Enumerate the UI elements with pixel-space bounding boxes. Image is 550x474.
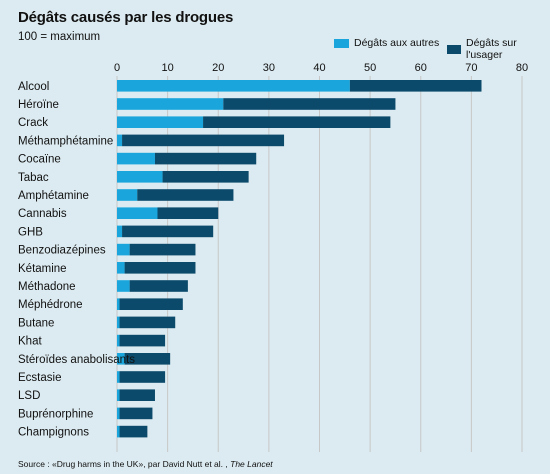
bar-user xyxy=(119,425,148,438)
bar-user xyxy=(119,298,183,310)
bar-others xyxy=(117,316,120,329)
bar-others xyxy=(117,171,163,183)
x-tick-label-50: 50 xyxy=(364,62,376,74)
category-label: Stéroïdes anabolisants xyxy=(18,354,135,366)
bar-user xyxy=(349,80,482,92)
bar-others xyxy=(117,134,123,147)
category-label: Héroïne xyxy=(18,99,59,111)
category-label: Méphédrone xyxy=(18,299,83,311)
bar-user xyxy=(119,316,176,329)
x-tick-label-30: 30 xyxy=(263,62,275,74)
bar-user xyxy=(122,225,214,238)
bar-others xyxy=(117,189,138,201)
bar-others xyxy=(117,371,120,383)
category-label: Benzodiazépines xyxy=(18,245,106,257)
bar-others xyxy=(117,116,204,128)
bar-others xyxy=(117,389,120,401)
x-tick-label-70: 70 xyxy=(465,62,477,74)
category-label: Ecstasie xyxy=(18,372,61,384)
legend-item-user: Dégâts sur l'usager xyxy=(447,37,550,61)
x-tick-label-0: 0 xyxy=(114,62,120,74)
bar-others xyxy=(117,152,155,165)
category-labels: Alcool Héroïne Crack Méthamphétamine Cocaïne… xyxy=(18,81,135,439)
bar-others xyxy=(117,407,120,420)
bar-user xyxy=(124,262,196,274)
bars xyxy=(117,80,482,438)
x-axis-ticks: 0 10 20 30 40 50 60 70 80 xyxy=(114,62,528,74)
x-tick-label-80: 80 xyxy=(516,62,528,74)
category-label: Kétamine xyxy=(18,263,67,275)
bar-others xyxy=(117,425,120,438)
category-label: Butane xyxy=(18,317,54,329)
source-journal: The Lancet xyxy=(230,459,273,469)
bar-others xyxy=(117,225,123,238)
bar-others xyxy=(117,262,125,274)
bar-user xyxy=(122,134,285,147)
bar-others xyxy=(117,207,158,219)
bar-others xyxy=(117,98,224,110)
bar-user xyxy=(119,389,155,401)
bar-others xyxy=(117,334,120,347)
legend: Dégâts aux autres Dégâts sur l'usager xyxy=(0,37,550,61)
legend-swatch-user xyxy=(447,44,461,54)
category-label: Khat xyxy=(18,336,42,348)
bar-user xyxy=(203,116,391,128)
category-label: Cocaïne xyxy=(18,154,61,166)
bar-others xyxy=(117,80,350,92)
category-label: Tabac xyxy=(18,172,49,184)
category-label: Champignons xyxy=(18,427,89,439)
legend-swatch-others xyxy=(334,38,349,48)
category-label: Crack xyxy=(18,117,48,129)
x-tick-label-40: 40 xyxy=(313,62,325,74)
bar-user xyxy=(119,334,166,347)
bar-others xyxy=(117,298,120,310)
bar-others xyxy=(117,280,130,292)
bar-user xyxy=(157,207,219,219)
x-tick-label-10: 10 xyxy=(162,62,174,74)
source-note: Source : «Drug harms in the UK», par Dav… xyxy=(18,459,273,469)
category-label: Alcool xyxy=(18,81,49,93)
category-label: GHB xyxy=(18,226,43,238)
category-label: Méthamphétamine xyxy=(18,135,113,147)
bar-user xyxy=(119,407,153,420)
category-label: Buprénorphine xyxy=(18,408,93,420)
bar-user xyxy=(223,98,396,110)
category-label: Méthadone xyxy=(18,281,76,293)
bar-user xyxy=(154,152,257,165)
bar-others xyxy=(117,353,125,365)
legend-label-others: Dégâts aux autres xyxy=(354,37,440,49)
chart-title: Dégâts causés par les drogues xyxy=(18,9,234,26)
bar-user xyxy=(124,353,171,365)
category-label: Cannabis xyxy=(18,208,67,220)
bar-user xyxy=(119,371,166,383)
source-text: Source : «Drug harms in the UK», par Dav… xyxy=(18,459,228,469)
x-tick-label-20: 20 xyxy=(212,62,224,74)
x-tick-label-60: 60 xyxy=(415,62,427,74)
category-label: LSD xyxy=(18,390,40,402)
bar-others xyxy=(117,243,130,256)
legend-label-user: Dégâts sur l'usager xyxy=(465,37,517,61)
chart-subtitle: 100 = maximum xyxy=(18,31,101,43)
category-label: Amphétamine xyxy=(18,190,89,202)
legend-item-others: Dégâts aux autres xyxy=(334,37,439,49)
bar-user xyxy=(129,243,196,256)
bar-user xyxy=(162,171,249,183)
bar-user xyxy=(129,280,188,292)
bar-user xyxy=(137,189,234,201)
